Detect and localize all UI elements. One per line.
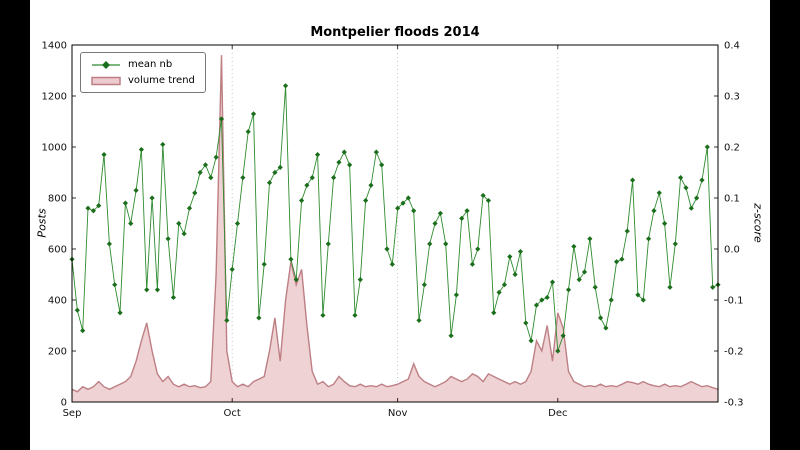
svg-text:0.4: 0.4 (724, 41, 740, 52)
svg-text:1200: 1200 (42, 92, 67, 103)
legend-item-volume-trend: volume trend (91, 75, 195, 86)
svg-text:0.0: 0.0 (724, 245, 740, 256)
mean-nb-line-swatch (92, 60, 120, 69)
svg-text:Nov: Nov (388, 408, 408, 419)
left-axis-label: Posts (35, 208, 49, 238)
volume-trend-swatch (91, 76, 121, 85)
svg-text:-0.3: -0.3 (724, 398, 744, 409)
svg-text:600: 600 (48, 245, 67, 256)
legend-label-mean-nb: mean nb (128, 59, 173, 70)
svg-text:0.3: 0.3 (724, 92, 740, 103)
svg-text:-0.1: -0.1 (724, 296, 744, 307)
svg-text:-0.2: -0.2 (724, 347, 744, 358)
right-axis-label: z-score (751, 203, 765, 243)
plot-area: 0 200 400 600 800 1000 1200 1400 -0.3 -0.2 -0.1 0.0… (42, 41, 744, 420)
svg-text:Oct: Oct (224, 408, 241, 419)
svg-text:Sep: Sep (63, 408, 82, 419)
legend: mean nb volume trend (80, 52, 206, 93)
svg-text:800: 800 (48, 194, 67, 205)
chart-figure: 0 200 400 600 800 1000 1200 1400 -0.3 -0.2 -0.1 0.0… (30, 0, 770, 450)
svg-text:200: 200 (48, 347, 67, 358)
legend-label-volume-trend: volume trend (128, 75, 195, 86)
svg-text:0.2: 0.2 (724, 143, 740, 154)
svg-text:400: 400 (48, 296, 67, 307)
svg-text:0.1: 0.1 (724, 194, 740, 205)
svg-text:1000: 1000 (42, 143, 67, 154)
legend-item-mean-nb: mean nb (91, 59, 195, 70)
svg-text:0: 0 (61, 398, 67, 409)
svg-text:1400: 1400 (42, 41, 67, 52)
svg-text:Dec: Dec (548, 408, 567, 419)
chart-title: Montpelier floods 2014 (310, 25, 480, 40)
